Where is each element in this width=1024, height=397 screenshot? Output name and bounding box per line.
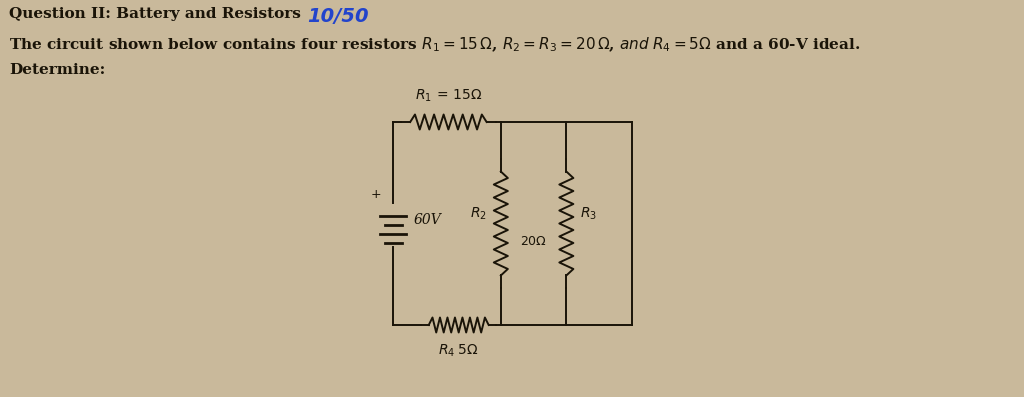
Text: Determine:: Determine: [9,63,105,77]
Text: $R_1\,{=}\,15\Omega$: $R_1\,{=}\,15\Omega$ [415,88,482,104]
Text: $R_3$: $R_3$ [581,205,597,222]
Text: $R_2$: $R_2$ [470,205,486,222]
Text: The circuit shown below contains four resistors $R_1 = 15\,\Omega$, $R_2 = R_3 =: The circuit shown below contains four re… [9,35,860,54]
Text: $20\Omega$: $20\Omega$ [520,235,547,248]
Text: +: + [371,189,382,202]
Text: 10/50: 10/50 [307,7,369,26]
Text: Question II: Battery and Resistors: Question II: Battery and Resistors [9,7,301,21]
Text: $R_4\;5\Omega$: $R_4\;5\Omega$ [438,343,479,359]
Text: 60V: 60V [414,213,441,227]
